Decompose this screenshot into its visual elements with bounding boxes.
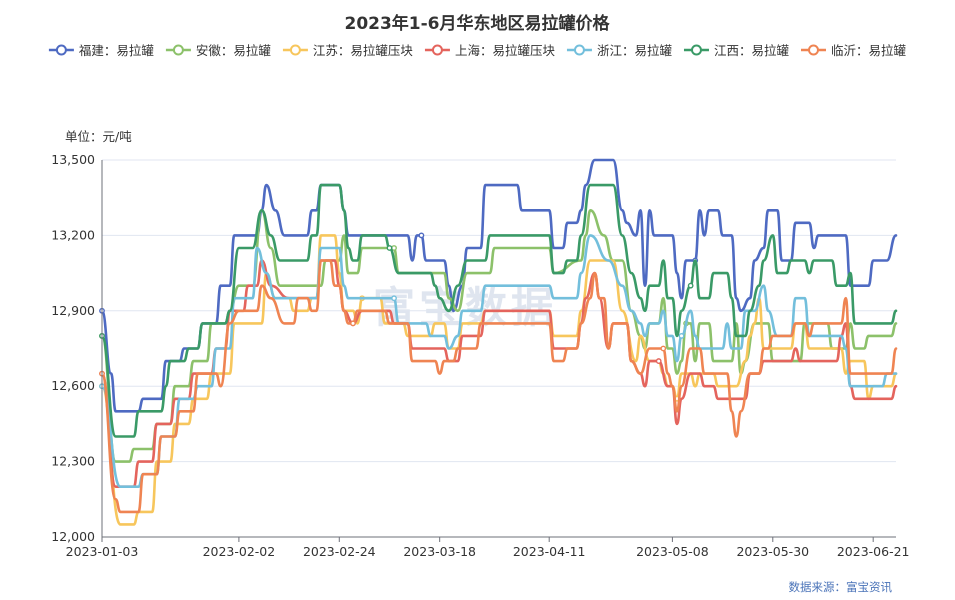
x-tick-label: 2023-04-11: [513, 544, 586, 559]
y-axis-unit-label: 单位：元/吨: [65, 129, 132, 144]
series-point[interactable]: [419, 233, 423, 237]
data-source-note: 数据来源：富宝资讯: [789, 580, 893, 594]
series-point[interactable]: [351, 321, 355, 325]
x-tick-label: 2023-06-21: [837, 544, 910, 559]
y-tick-label: 12,300: [51, 454, 95, 469]
legend-label: 安徽：易拉罐: [196, 43, 272, 58]
legend-item-6[interactable]: 江西：易拉罐: [684, 43, 790, 58]
x-tick-label: 2023-05-30: [736, 544, 809, 559]
x-tick-label: 2023-03-18: [403, 544, 476, 559]
legend-circle-icon: [57, 46, 66, 55]
legend-label: 浙江：易拉罐: [597, 43, 673, 58]
legend-item-3[interactable]: 江苏：易拉罐压块: [283, 43, 414, 58]
x-tick-label: 2023-01-03: [66, 544, 139, 559]
legend-item-7[interactable]: 临沂：易拉罐: [801, 43, 907, 58]
chart-legend[interactable]: 福建：易拉罐 安徽：易拉罐 江苏：易拉罐压块 上海：易拉罐压块 浙江：易拉罐 江西：易拉罐…: [49, 43, 907, 58]
legend-circle-icon: [174, 46, 183, 55]
legend-item-2[interactable]: 安徽：易拉罐: [166, 43, 272, 58]
legend-label: 福建：易拉罐: [79, 43, 155, 58]
series-point[interactable]: [392, 296, 396, 300]
x-tick-label: 2023-02-24: [303, 544, 376, 559]
chart-axes: 12,000 12,300 12,600 12,900 13,200 13,500 2023…: [51, 152, 909, 559]
legend-item-1[interactable]: 福建：易拉罐: [49, 43, 155, 58]
legend-circle-icon: [433, 46, 442, 55]
y-tick-label: 12,000: [51, 529, 95, 544]
x-tick-label: 2023-02-02: [203, 544, 276, 559]
legend-circle-icon: [291, 46, 300, 55]
series-point[interactable]: [661, 346, 665, 350]
legend-item-5[interactable]: 浙江：易拉罐: [567, 43, 673, 58]
legend-circle-icon: [575, 46, 584, 55]
series-point[interactable]: [688, 283, 692, 287]
y-tick-label: 12,600: [51, 378, 95, 393]
legend-circle-icon: [809, 46, 818, 55]
legend-label: 上海：易拉罐压块: [455, 43, 556, 58]
chart-title: 2023年1-6月华东地区易拉罐价格: [344, 13, 610, 34]
legend-label: 江西：易拉罐: [714, 43, 790, 58]
series-line: [102, 235, 896, 524]
legend-label: 江苏：易拉罐压块: [313, 43, 414, 58]
series-point[interactable]: [387, 246, 391, 250]
chart-series: [100, 160, 896, 524]
y-tick-label: 13,200: [51, 227, 95, 242]
legend-circle-icon: [692, 46, 701, 55]
legend-label: 临沂：易拉罐: [831, 43, 907, 58]
y-tick-label: 12,900: [51, 303, 95, 318]
x-tick-label: 2023-05-08: [636, 544, 709, 559]
y-tick-label: 13,500: [51, 152, 95, 167]
series-point[interactable]: [657, 359, 661, 363]
legend-item-4[interactable]: 上海：易拉罐压块: [425, 43, 556, 58]
series-point[interactable]: [679, 334, 683, 338]
